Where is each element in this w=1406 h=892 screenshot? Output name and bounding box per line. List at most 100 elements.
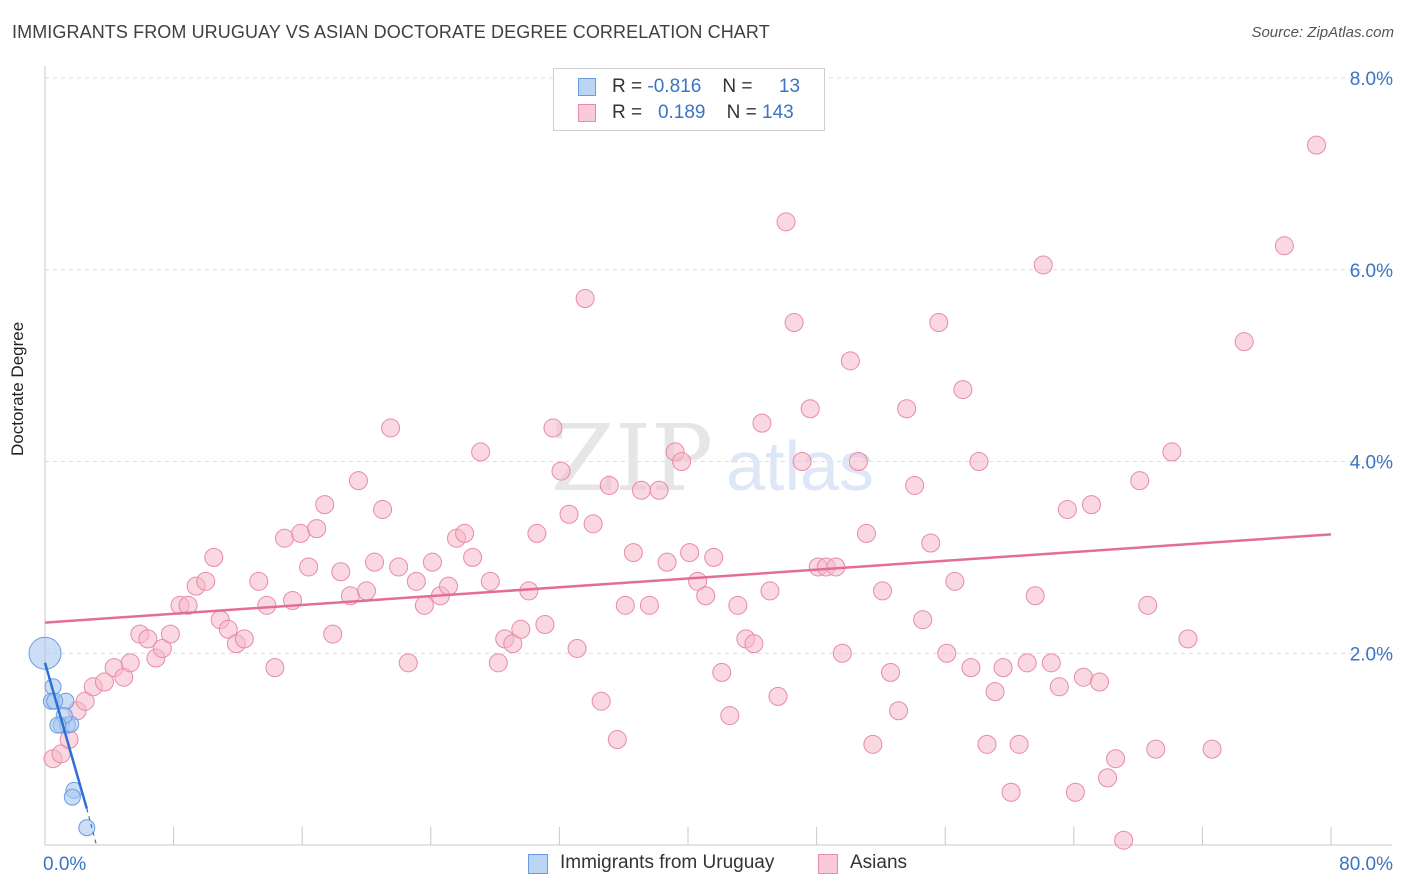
- legend-r-value: -0.816: [647, 76, 702, 97]
- asians-point: [1009, 734, 1029, 754]
- legend-swatch-blue: [528, 854, 548, 874]
- asians-point: [511, 619, 531, 639]
- asians-point: [234, 629, 254, 649]
- y-tick-label: 4.0%: [1350, 453, 1393, 474]
- legend-r-label: R =: [612, 76, 643, 97]
- asians-point: [760, 581, 780, 601]
- legend-r-value: 0.189: [657, 102, 706, 123]
- asians-point: [265, 658, 285, 678]
- asians-point: [1202, 739, 1222, 759]
- asians-point: [800, 399, 820, 419]
- asians-point: [993, 658, 1013, 678]
- y-tick-label: 6.0%: [1350, 261, 1393, 282]
- asians-point: [527, 523, 547, 543]
- legend-swatch-pink: [818, 854, 838, 874]
- asians-point: [929, 312, 949, 332]
- uruguay-point: [78, 819, 96, 837]
- legend-label-asians: Asians: [850, 852, 908, 873]
- asians-point: [331, 562, 351, 582]
- asians-point: [848, 452, 868, 471]
- asians-point: [543, 418, 563, 438]
- asians-point: [120, 653, 140, 673]
- asians-point: [559, 504, 579, 524]
- trend-lines: [43, 533, 1332, 846]
- asians-point: [249, 571, 269, 591]
- asians-point: [275, 528, 295, 548]
- asians-point: [438, 576, 458, 596]
- asians-point: [1049, 677, 1069, 697]
- asians-point: [728, 595, 748, 615]
- asians-point: [768, 686, 788, 706]
- asians-points: [43, 135, 1327, 850]
- asians-point: [615, 595, 635, 615]
- asians-point: [623, 543, 643, 563]
- asians-point: [1025, 586, 1045, 606]
- asians-point: [985, 682, 1005, 702]
- uruguay-trend-extension: [86, 808, 98, 846]
- asians-point: [1234, 332, 1254, 352]
- x-tick-label: 0.0%: [43, 854, 86, 875]
- y-tick-label: 2.0%: [1350, 644, 1393, 665]
- asians-point: [381, 418, 401, 438]
- asians-point: [406, 571, 426, 591]
- asians-point: [422, 552, 442, 572]
- asians-point: [591, 691, 611, 711]
- watermark: ZIPatlas: [551, 405, 874, 512]
- asians-point: [414, 595, 434, 615]
- legend-swatch-blue: [578, 78, 596, 96]
- asians-point: [921, 533, 941, 553]
- asians-point: [680, 543, 700, 563]
- asians-point: [1017, 653, 1037, 673]
- y-tick-label: 8.0%: [1350, 69, 1393, 90]
- asians-point: [744, 634, 764, 654]
- y-axis-label: Doctorate Degree: [8, 321, 27, 456]
- asians-point: [1146, 739, 1166, 759]
- asians-point: [704, 547, 724, 567]
- tick-labels: 2.0% 4.0% 6.0% 8.0% 0.0% 80.0%: [43, 69, 1393, 875]
- asians-point: [856, 523, 876, 543]
- asians-point: [881, 662, 901, 682]
- asians-point: [152, 638, 172, 658]
- asians-point: [784, 312, 804, 332]
- uruguay-point: [63, 788, 81, 806]
- asians-point: [969, 452, 989, 471]
- asians-point: [599, 475, 619, 495]
- asians-point: [535, 614, 555, 634]
- asians-point: [961, 658, 981, 678]
- asians-point: [649, 480, 669, 500]
- asians-point: [1033, 255, 1053, 275]
- asians-point: [953, 380, 973, 400]
- asians-point: [792, 452, 812, 471]
- series-legend: Immigrants from Uruguay Asians: [0, 852, 1406, 878]
- asians-point: [840, 351, 860, 371]
- chart-title: IMMIGRANTS FROM URUGUAY VS ASIAN DOCTORA…: [12, 22, 770, 42]
- legend-r-label: R =: [612, 102, 643, 123]
- asians-point: [1106, 749, 1126, 769]
- asians-point: [307, 519, 327, 539]
- asians-point: [1090, 672, 1110, 692]
- asians-point: [488, 653, 508, 673]
- gridlines: [45, 77, 1392, 654]
- asians-point: [776, 212, 796, 232]
- asians-point: [1065, 782, 1085, 802]
- asians-point: [863, 734, 883, 754]
- asians-point: [218, 619, 238, 639]
- asians-point: [178, 595, 198, 615]
- asians-point: [631, 480, 651, 500]
- asians-point: [357, 581, 376, 601]
- asians-point: [299, 557, 319, 577]
- asians-trend-line: [44, 533, 1332, 624]
- asians-point: [204, 547, 224, 567]
- uruguay-point: [28, 636, 62, 670]
- legend-label-uruguay: Immigrants from Uruguay: [560, 852, 775, 873]
- asians-point: [1073, 667, 1093, 687]
- asians-point: [913, 610, 933, 630]
- asians-point: [257, 595, 277, 615]
- asians-point: [365, 552, 385, 572]
- asians-point: [567, 638, 587, 658]
- asians-point: [1162, 442, 1182, 462]
- asians-point: [889, 701, 909, 721]
- asians-point: [1057, 499, 1077, 519]
- legend-n-value: 13: [778, 76, 801, 97]
- legend-n-value: 143: [762, 102, 794, 123]
